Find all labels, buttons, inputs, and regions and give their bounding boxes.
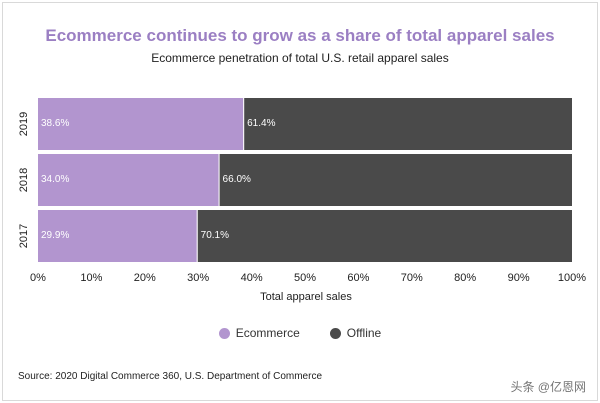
source-note: Source: 2020 Digital Commerce 360, U.S. …: [18, 371, 323, 382]
segment-divider-2018: [218, 154, 220, 206]
legend-label-ecommerce: Ecommerce: [235, 326, 300, 340]
data-label-offline-2017: 70.1%: [201, 230, 229, 241]
data-label-ecommerce-2017: 29.9%: [41, 230, 69, 241]
legend-label-offline: Offline: [346, 326, 382, 340]
x-axis-label: Total apparel sales: [260, 291, 352, 303]
x-tick-100pct: 100%: [558, 272, 586, 284]
x-tick-70pct: 70%: [401, 272, 423, 284]
data-label-offline-2019: 61.4%: [247, 118, 275, 129]
data-label-ecommerce-2018: 34.0%: [41, 174, 69, 185]
x-tick-50pct: 50%: [294, 272, 316, 284]
x-tick-0pct: 0%: [30, 272, 46, 284]
data-label-offline-2018: 66.0%: [223, 174, 251, 185]
category-label-2019: 2019: [18, 112, 30, 136]
x-tick-30pct: 30%: [187, 272, 209, 284]
watermark: 头条 @亿恩网: [510, 380, 586, 394]
x-tick-10pct: 10%: [80, 272, 102, 284]
segment-divider-2019: [243, 98, 245, 150]
legend-swatch-ecommerce: [218, 327, 230, 339]
legend-item-offline: Offline: [329, 326, 382, 340]
chart-subtitle: Ecommerce penetration of total U.S. reta…: [151, 51, 449, 65]
bar-offline-2019: [244, 98, 572, 150]
x-tick-60pct: 60%: [347, 272, 369, 284]
bar-offline-2017: [197, 210, 572, 262]
segment-divider-2017: [196, 210, 198, 262]
chart-title: Ecommerce continues to grow as a share o…: [45, 26, 555, 45]
category-label-2017: 2017: [18, 224, 30, 248]
x-tick-90pct: 90%: [508, 272, 530, 284]
bar-offline-2018: [219, 154, 572, 206]
category-label-2018: 2018: [18, 168, 30, 192]
bar-ecommerce-2018: [38, 154, 220, 206]
legend-item-ecommerce: Ecommerce: [218, 326, 300, 340]
bar-ecommerce-2019: [38, 98, 245, 150]
x-tick-20pct: 20%: [134, 272, 156, 284]
x-tick-40pct: 40%: [241, 272, 263, 284]
legend-swatch-offline: [329, 327, 341, 339]
legend: Ecommerce Offline: [0, 326, 600, 340]
bar-ecommerce-2017: [38, 210, 198, 262]
x-tick-80pct: 80%: [454, 272, 476, 284]
data-label-ecommerce-2019: 38.6%: [41, 118, 69, 129]
